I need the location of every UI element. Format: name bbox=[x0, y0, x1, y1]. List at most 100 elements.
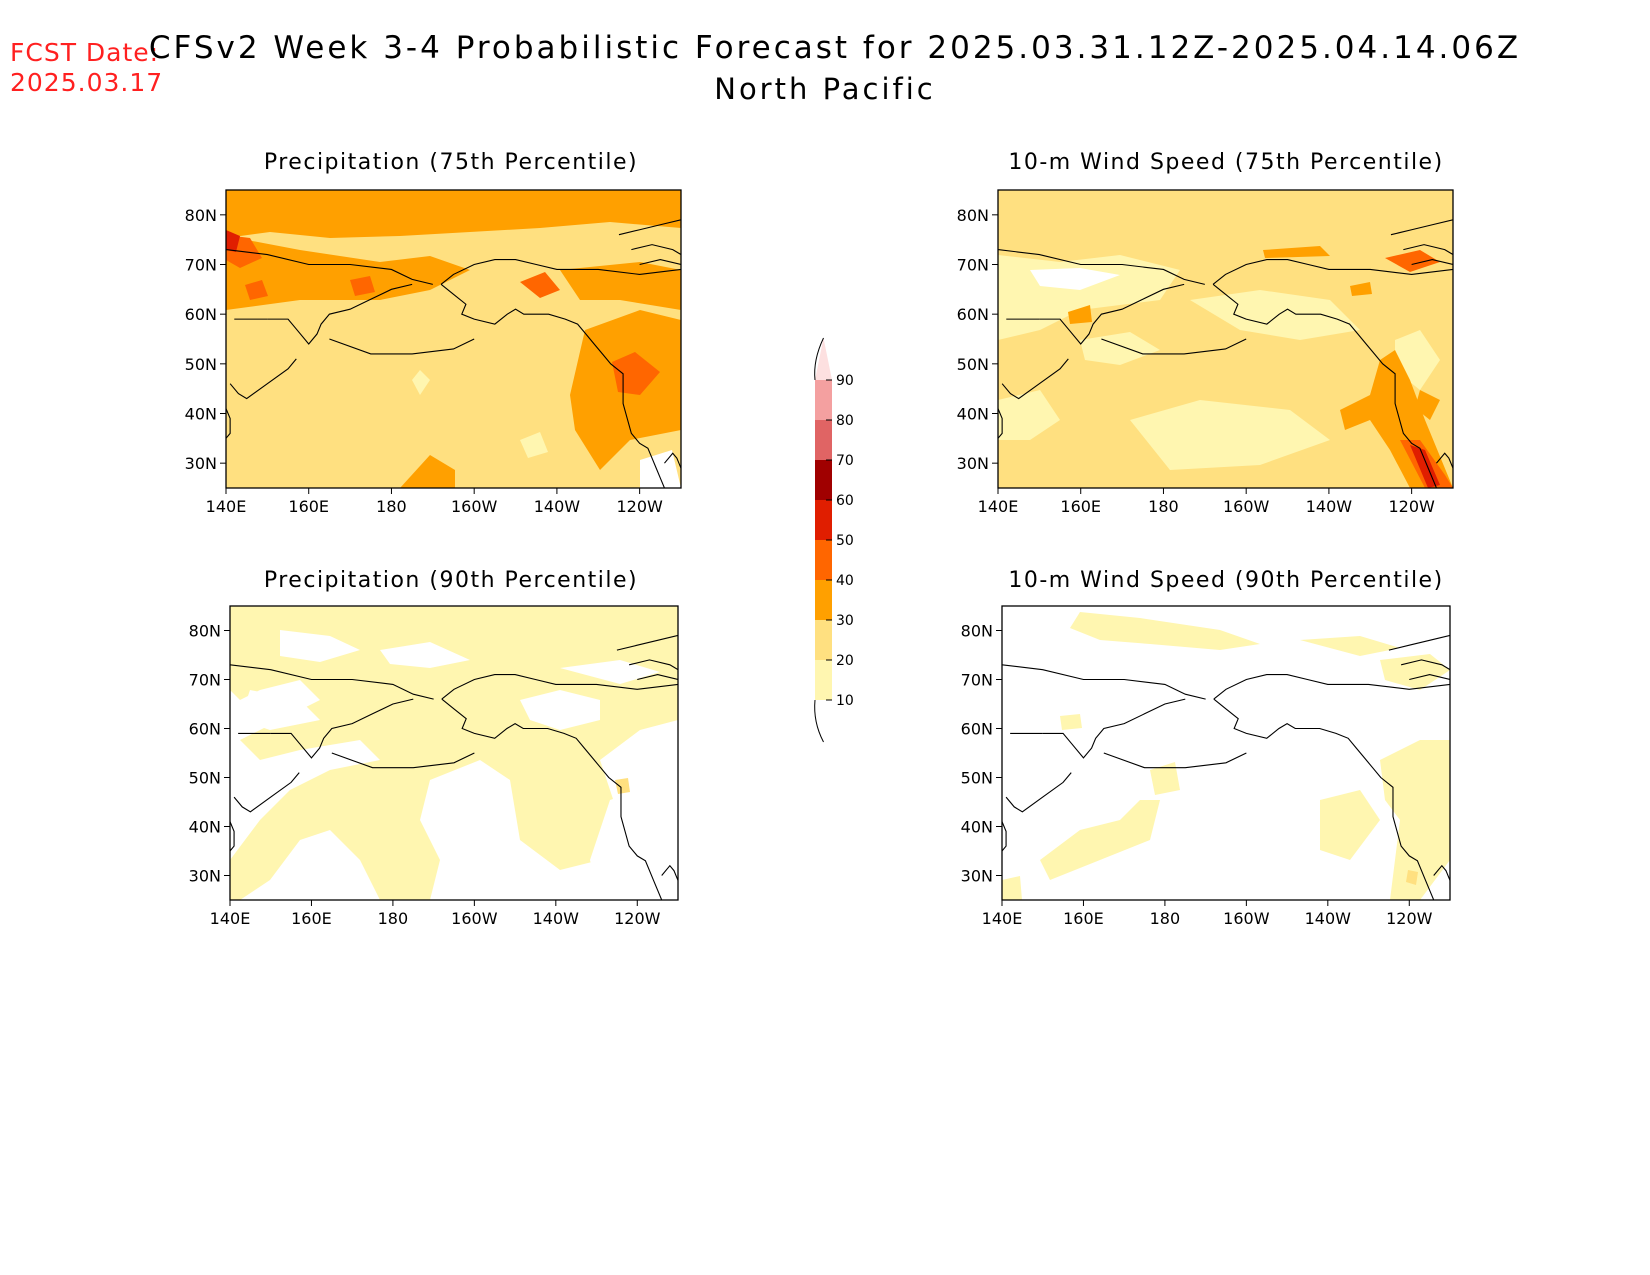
coastline bbox=[1001, 358, 1069, 400]
lon-label: 140E bbox=[982, 909, 1023, 928]
lon-label: 160E bbox=[288, 497, 329, 516]
coastline bbox=[441, 674, 678, 700]
colorbar-label: 60 bbox=[836, 493, 854, 509]
lat-label: 50N bbox=[189, 769, 221, 788]
coastline bbox=[230, 664, 434, 700]
coastline bbox=[1388, 634, 1450, 651]
coastline bbox=[616, 634, 678, 651]
lat-label: 50N bbox=[961, 769, 993, 788]
lon-label: 160W bbox=[1223, 497, 1270, 516]
map-precip90 bbox=[230, 606, 678, 900]
panel-title-precip90: Precipitation (90th Percentile) bbox=[263, 568, 639, 593]
lon-label: 140E bbox=[978, 497, 1019, 516]
lon-label: 120W bbox=[614, 909, 661, 928]
lon-label: 140W bbox=[534, 497, 581, 516]
lat-label: 30N bbox=[189, 867, 221, 886]
coastline bbox=[1433, 864, 1450, 881]
colorbar-segment bbox=[815, 380, 832, 420]
coastline bbox=[267, 283, 413, 345]
lat-label: 80N bbox=[957, 206, 989, 225]
lat-label: 50N bbox=[185, 355, 217, 374]
lat-label: 60N bbox=[189, 720, 221, 739]
colorbar-segment bbox=[815, 460, 832, 500]
lon-label: 180 bbox=[1150, 909, 1181, 928]
coastline bbox=[1213, 674, 1450, 700]
lat-label: 30N bbox=[961, 867, 993, 886]
coastline bbox=[618, 219, 681, 236]
colorbar-segment bbox=[815, 540, 832, 580]
lon-label: 160W bbox=[451, 909, 498, 928]
coastline bbox=[998, 249, 1205, 285]
lat-label: 40N bbox=[957, 405, 989, 424]
map-wind90 bbox=[1002, 606, 1450, 900]
lon-label: 160E bbox=[1060, 497, 1101, 516]
colorbar-bottom-edge bbox=[814, 699, 824, 743]
colorbar-label: 30 bbox=[836, 613, 854, 629]
coastline bbox=[1101, 338, 1247, 355]
coastline bbox=[441, 698, 663, 900]
colorbar-segment bbox=[815, 580, 832, 620]
lon-label: 140E bbox=[206, 497, 247, 516]
coastline bbox=[1042, 698, 1186, 759]
coastline bbox=[440, 258, 681, 285]
lon-label: 160W bbox=[1223, 909, 1270, 928]
coastline bbox=[1002, 821, 1007, 852]
lat-label: 60N bbox=[961, 720, 993, 739]
lat-label: 50N bbox=[957, 355, 989, 374]
coastline bbox=[1039, 283, 1185, 345]
colorbar-label: 40 bbox=[836, 573, 854, 589]
colorbar-label: 80 bbox=[836, 413, 854, 429]
colorbar-label: 90 bbox=[836, 373, 854, 389]
lat-label: 40N bbox=[961, 818, 993, 837]
lon-label: 160W bbox=[451, 497, 498, 516]
colorbar-segment bbox=[815, 660, 832, 700]
lon-label: 140E bbox=[210, 909, 251, 928]
lat-label: 80N bbox=[961, 622, 993, 641]
lat-label: 70N bbox=[189, 671, 221, 690]
colorbar-top-edge bbox=[814, 337, 824, 381]
lon-label: 160E bbox=[291, 909, 332, 928]
coastline bbox=[229, 358, 297, 400]
lat-label: 30N bbox=[957, 454, 989, 473]
coastline bbox=[628, 659, 678, 671]
coastline bbox=[664, 452, 681, 469]
lat-label: 70N bbox=[957, 256, 989, 275]
coastline bbox=[329, 338, 475, 355]
title-line: CFSv2 Week 3-4 Probabilistic Forecast fo… bbox=[148, 30, 1522, 66]
lat-label: 40N bbox=[189, 818, 221, 837]
forecast-date-caption: FCST Date: bbox=[10, 38, 160, 67]
coastline bbox=[637, 674, 678, 681]
lat-label: 40N bbox=[185, 405, 217, 424]
region-line: North Pacific bbox=[714, 72, 936, 106]
map-wind75 bbox=[998, 190, 1453, 488]
coastline bbox=[331, 752, 475, 769]
coastline bbox=[1005, 772, 1072, 813]
lon-label: 180 bbox=[376, 497, 407, 516]
coastline bbox=[1400, 659, 1450, 671]
coastline bbox=[230, 821, 235, 852]
panel-title-precip75: Precipitation (75th Percentile) bbox=[263, 150, 639, 175]
coastline bbox=[998, 408, 1003, 439]
panel-title-wind75: 10-m Wind Speed (75th Percentile) bbox=[1008, 150, 1444, 175]
lat-label: 60N bbox=[185, 305, 217, 324]
lon-label: 180 bbox=[1148, 497, 1179, 516]
coastline bbox=[639, 258, 681, 266]
lat-label: 70N bbox=[185, 256, 217, 275]
coastline bbox=[226, 408, 231, 439]
lon-label: 140W bbox=[1305, 909, 1352, 928]
lon-label: 120W bbox=[1386, 909, 1433, 928]
colorbar-segment bbox=[815, 500, 832, 540]
lon-label: 140W bbox=[533, 909, 580, 928]
coastline bbox=[1436, 452, 1453, 469]
lon-label: 140W bbox=[1306, 497, 1353, 516]
colorbar-label: 70 bbox=[836, 453, 854, 469]
coastline bbox=[440, 283, 665, 488]
lon-label: 180 bbox=[378, 909, 409, 928]
coastline bbox=[1411, 258, 1453, 266]
colorbar: 90 80 70 60 50 40 30 20 10 bbox=[814, 337, 854, 743]
forecast-date-value: 2025.03.17 bbox=[10, 68, 164, 97]
coastline-group-2 bbox=[230, 634, 678, 900]
coastline bbox=[233, 772, 300, 813]
coastline bbox=[1103, 752, 1247, 769]
